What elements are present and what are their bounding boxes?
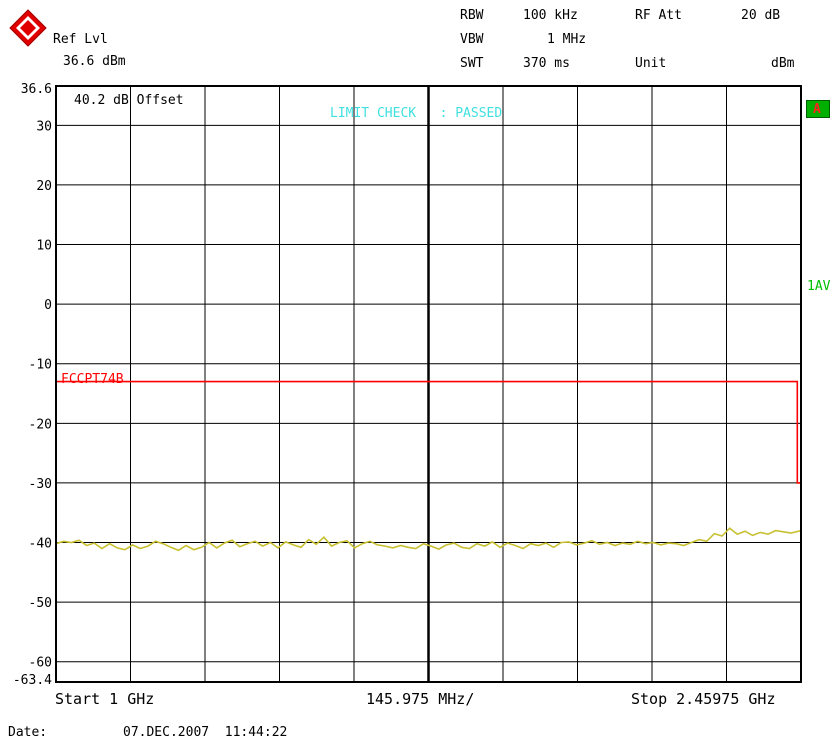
y-tick-label: 20 [36,179,52,194]
y-tick-label: 10 [36,239,52,254]
stop-frequency: Stop 2.45975 GHz [631,690,776,708]
trace-mode-label: 1AV [807,279,831,294]
start-frequency: Start 1 GHz [55,690,155,708]
y-tick-label: -20 [29,417,52,432]
y-bottom-label: -63.4 [13,673,52,688]
grid [56,86,801,682]
date-label: Date: [8,725,48,740]
y-tick-label: 0 [44,298,52,313]
unit-value: dBm [771,56,795,71]
rbw-label: RBW [460,8,484,23]
limit-line-label: FCCPT74B [61,372,124,387]
limit-check-text: LIMIT CHECK : PASSED [330,106,502,121]
rbw-value: 100 kHz [523,8,578,23]
trace-indicator: A [806,100,830,118]
swt-label: SWT [460,56,484,71]
ref-level-value: 36.6 dBm [63,54,126,69]
y-tick-label: -50 [29,596,52,611]
trace-indicator-letter: A [813,102,821,117]
unit-label: Unit [635,56,667,71]
y-tick-label: -40 [29,537,52,552]
vbw-label: VBW [460,32,484,47]
span-per-division: 145.975 MHz/ [366,690,475,708]
y-tick-labels: 30 20 10 0 -10 -20 -30 -40 -50 -60 [29,119,52,670]
y-tick-label: 30 [36,119,52,134]
rf-att-label: RF Att [635,8,682,23]
y-top-label: 36.6 [21,82,52,97]
y-tick-label: -10 [29,358,52,373]
swt-value: 370 ms [523,56,570,71]
date-value: 07.DEC.2007 11:44:22 [123,725,288,740]
offset-text: 40.2 dB Offset [74,93,184,108]
y-tick-label: -60 [29,656,52,671]
vbw-value: 1 MHz [547,32,587,47]
limit-line-fccpt74b [56,380,801,484]
y-tick-label: -30 [29,477,52,492]
rohde-schwarz-logo-icon [9,9,47,47]
traces [55,380,802,552]
plot-frame [55,85,802,683]
ref-level-label: Ref Lvl [53,32,108,47]
trace-1av-line [55,527,802,552]
rf-att-value: 20 dB [741,8,781,23]
